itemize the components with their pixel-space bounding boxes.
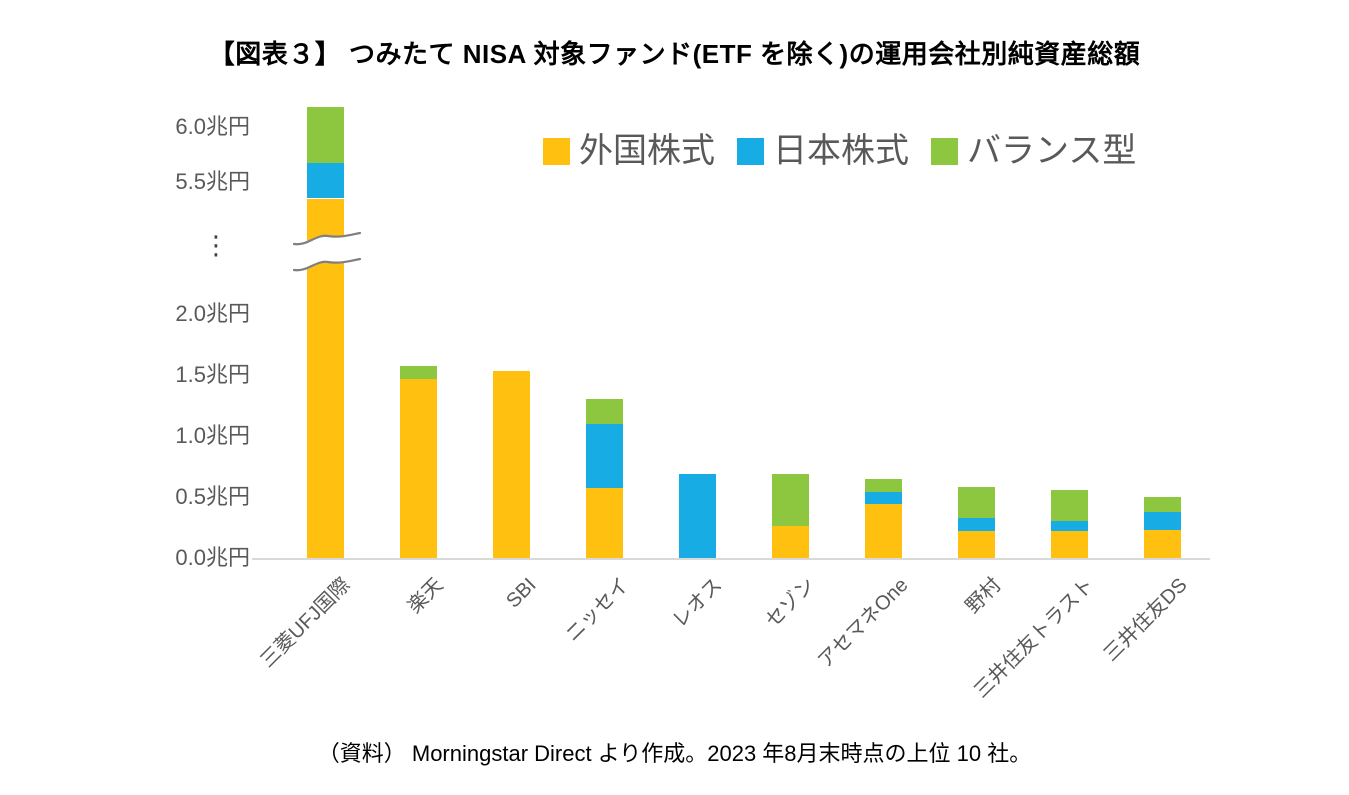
source-note: （資料） Morningstar Direct より作成。2023 年8月末時点… [317,741,1032,766]
bar-segment [585,423,623,489]
legend-swatch-foreign-equity-icon [543,137,570,165]
bar-segment [306,107,344,164]
y-axis-tick-label: 5.5兆円 [175,169,250,194]
legend-label: バランス型 [967,132,1137,170]
x-axis-label: 野村 [961,574,1006,618]
bar-segment [1143,497,1181,512]
bar-segment [1050,531,1088,558]
bar-segment [957,531,995,558]
bar-segment [399,378,437,558]
y-axis-tick-label: 1.0兆円 [175,423,250,448]
y-axis-tick-label: 0.5兆円 [175,484,250,509]
chart-title: 【図表３】 つみたて NISA 対象ファンド(ETF を除く)の運用会社別純資産… [208,39,1141,69]
y-axis-break-ellipsis: ⋮ [203,230,229,260]
x-axis-label: セゾン [761,574,820,632]
legend-label: 日本株式 [773,132,909,170]
x-axis-label: 三菱UFJ国際 [256,574,355,673]
legend-swatch-japan-equity-icon [737,137,764,165]
legend-item-foreign-equity: 外国株式 [543,134,715,168]
bar-segment [399,366,437,379]
bar-segment [1143,511,1181,530]
bar-segment [585,488,623,558]
x-axis-label: ニッセイ [561,574,634,647]
bar-segment [306,163,344,199]
x-axis-line [252,558,1210,560]
y-axis-tick-label: 0.0兆円 [175,545,250,570]
x-axis-label: レオス [668,574,727,632]
y-axis-tick-label: 6.0兆円 [175,114,250,139]
bar-segment [864,504,902,558]
bar-segment [1050,489,1088,522]
bar-segment [678,473,716,558]
y-axis-tick-label: 1.5兆円 [175,362,250,387]
bar-segment [1143,529,1181,558]
bar-segment [864,478,902,493]
bar-segment [492,371,530,558]
x-axis-label: 楽天 [403,574,448,618]
x-axis-label: 三井住友DS [1099,574,1192,666]
legend-swatch-balanced-icon [931,137,958,165]
bar-segment [585,399,623,424]
legend-item-japan-equity: 日本株式 [737,134,909,168]
x-axis-label: アセマネOne [813,574,913,673]
x-axis-label: SBI [502,574,541,613]
legend-label: 外国株式 [579,132,715,170]
legend-item-balanced: バランス型 [931,134,1136,168]
bar-segment [771,473,809,527]
bar-segment [957,517,995,532]
y-axis-tick-label: 2.0兆円 [175,301,250,326]
bar-segment [771,526,809,558]
bar-segment [864,492,902,505]
bar-segment [1050,521,1088,532]
axis-break-icon [292,231,362,272]
legend: 外国株式 日本株式 バランス型 [543,134,1136,168]
bar-segment [957,487,995,518]
